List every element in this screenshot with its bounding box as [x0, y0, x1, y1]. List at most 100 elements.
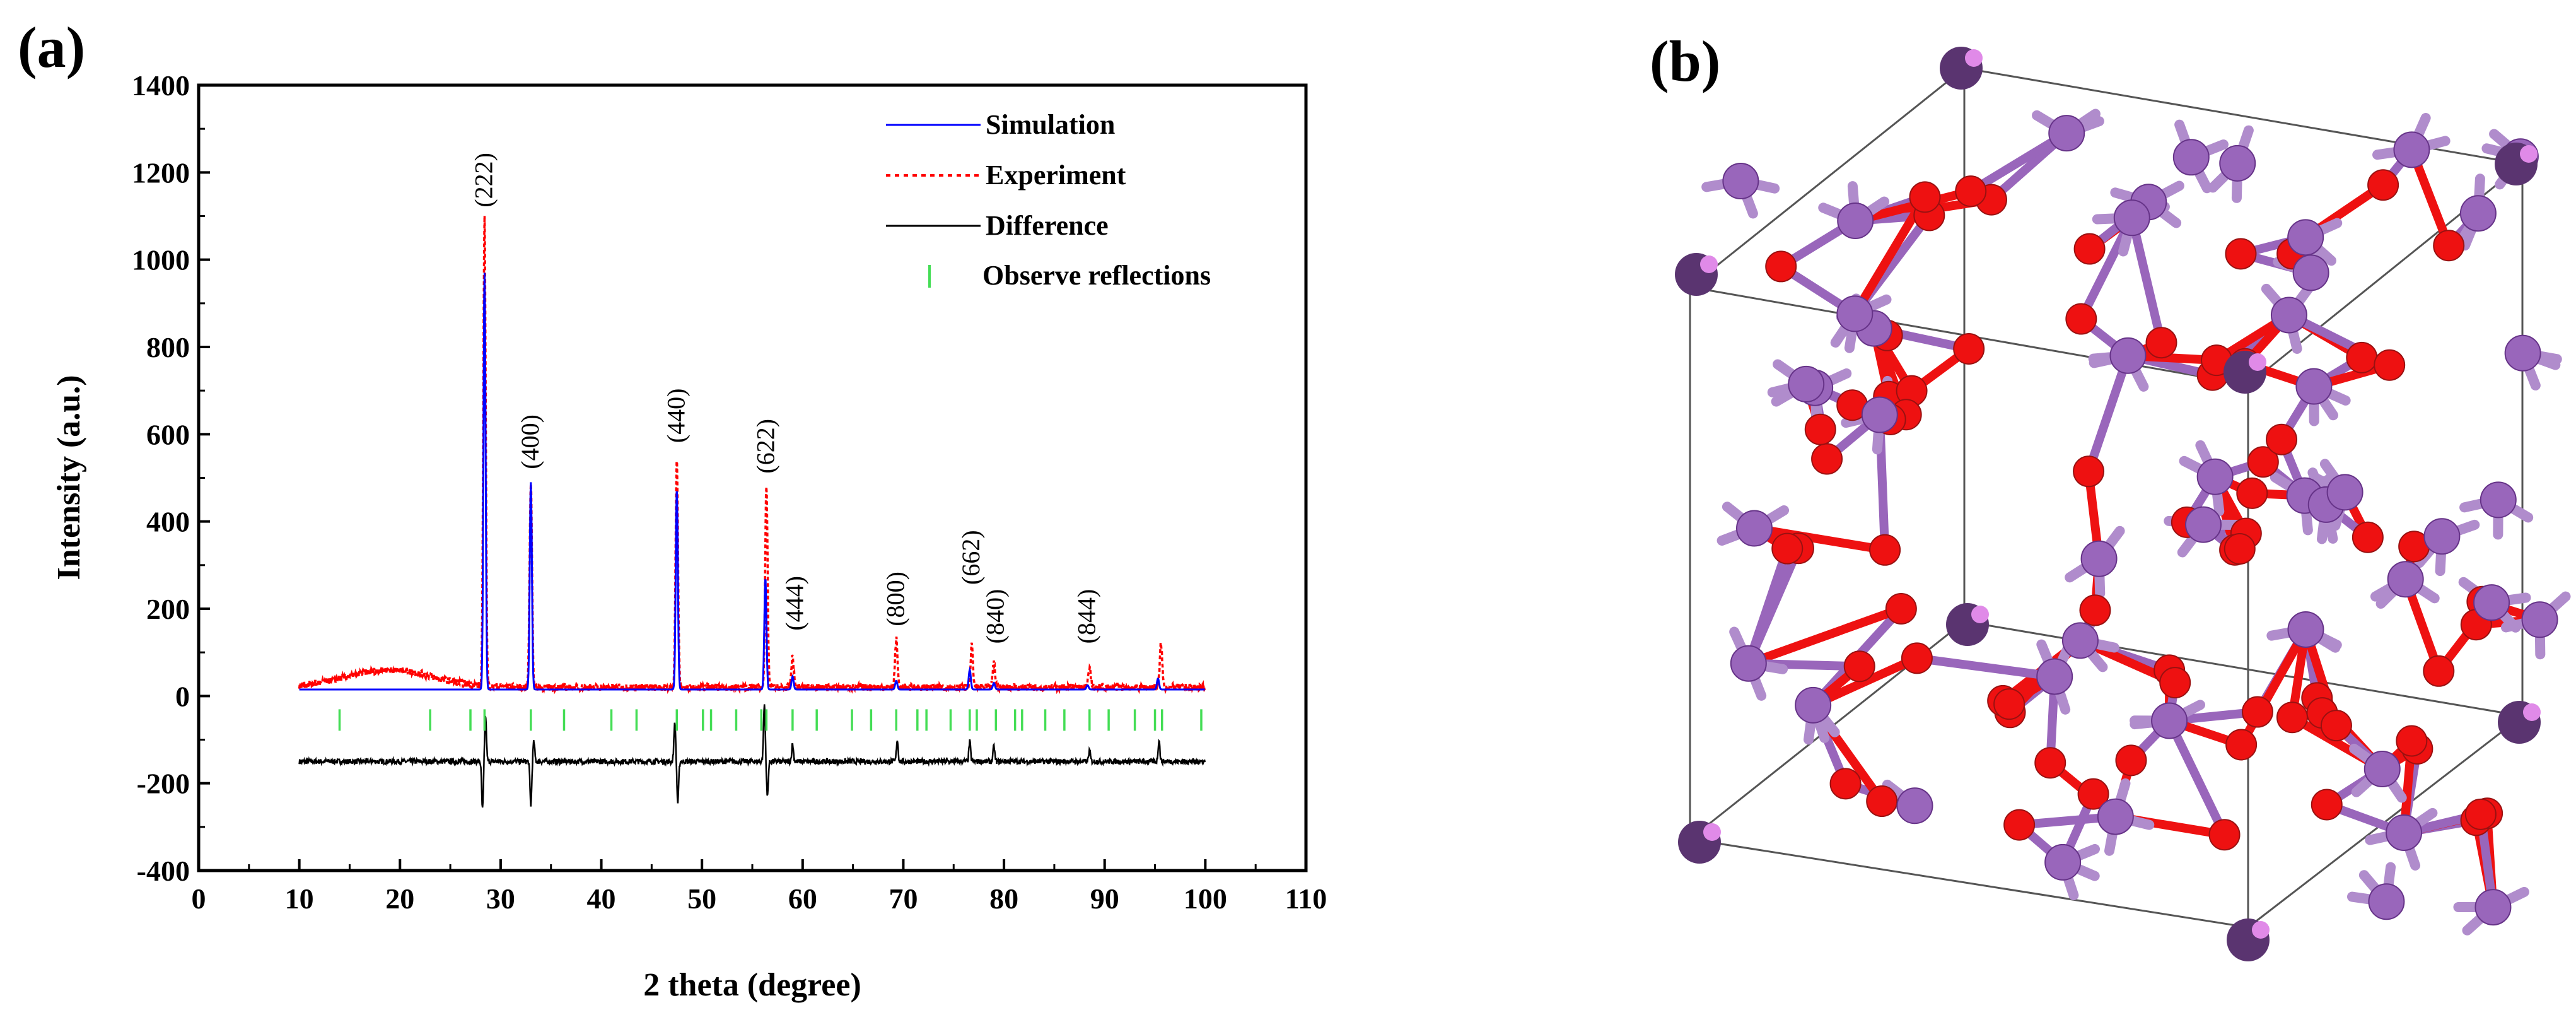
legend-difference-label: Difference	[986, 210, 1109, 241]
bond	[1917, 658, 2054, 676]
oxygen-atom	[2423, 656, 2454, 686]
oxygen-atom	[2374, 350, 2404, 380]
peak-annotation: (440)	[661, 389, 690, 443]
manganese-atom	[2271, 297, 2307, 332]
y-tick-label: 400	[146, 506, 190, 538]
manganese-atom	[2198, 459, 2233, 495]
manganese-atom	[2049, 115, 2084, 151]
manganese-atom	[2505, 336, 2541, 371]
axis-ticks	[199, 85, 1306, 871]
manganese-atom	[1788, 367, 1824, 402]
manganese-atom	[1731, 646, 1766, 681]
peak-annotation: (400)	[516, 414, 544, 469]
x-axis-title: 2 theta (degree)	[643, 967, 861, 1003]
corner-atom-highlight	[1971, 606, 1989, 623]
peak-annotation: (444)	[781, 576, 809, 631]
oxygen-atom	[2116, 745, 2146, 775]
manganese-atom	[2186, 507, 2221, 543]
manganese-atom	[2365, 751, 2400, 787]
manganese-atom	[2328, 474, 2363, 510]
legend-reflections-label: Observe reflections	[982, 260, 1211, 291]
oxygen-atom	[2226, 729, 2256, 760]
plot-area	[300, 216, 1205, 807]
manganese-atom	[2152, 703, 2187, 739]
oxygen-atom	[2368, 170, 2398, 200]
oxygen-atom	[1902, 643, 1932, 673]
simulation-line	[300, 273, 1205, 690]
x-tick-label: 40	[587, 883, 616, 915]
manganese-atom	[1897, 788, 1933, 823]
corner-atom-highlight	[1700, 255, 1718, 273]
oxygen-atom	[2004, 810, 2034, 840]
y-tick-label: 800	[146, 331, 190, 363]
manganese-atom	[2394, 132, 2429, 167]
oxygen-atom	[2035, 748, 2065, 778]
oxygen-atom	[1766, 251, 1796, 281]
oxygen-atom	[2242, 697, 2273, 727]
oxygen-atom	[2353, 522, 2383, 553]
peak-annotation: (222)	[469, 153, 498, 208]
manganese-atom	[2386, 815, 2422, 850]
corner-atom-highlight	[1703, 823, 1721, 841]
manganese-atom	[2082, 541, 2117, 577]
difference-line	[300, 705, 1205, 808]
corner-atom-highlight	[2520, 145, 2538, 163]
oxygen-atom	[2210, 819, 2240, 850]
peak-annotation: (800)	[881, 572, 909, 626]
y-tick-label: 1200	[132, 156, 190, 189]
manganese-atom	[2220, 146, 2255, 181]
oxygen-atom	[2396, 725, 2427, 756]
x-tick-label: 60	[788, 883, 817, 915]
x-tick-label: 90	[1090, 883, 1119, 915]
manganese-atom	[2098, 799, 2133, 835]
oxygen-atom	[2277, 702, 2307, 732]
oxygen-atom	[1831, 768, 1861, 799]
x-tick-label: 30	[486, 883, 515, 915]
manganese-atom	[2063, 623, 2098, 658]
manganese-atom	[1862, 397, 1897, 432]
peak-annotation: (662)	[957, 530, 985, 585]
oxygen-atom	[2466, 799, 2496, 830]
reflection-marks	[339, 709, 1201, 731]
legend: Simulation Experiment Difference Observe…	[886, 109, 1211, 291]
manganese-atom	[1737, 510, 1772, 546]
x-tick-label: 50	[687, 883, 716, 915]
plot-frame	[199, 85, 1306, 871]
legend-experiment-label: Experiment	[986, 160, 1126, 191]
manganese-atom	[2293, 255, 2329, 290]
x-tick-label: 100	[1184, 883, 1227, 915]
oxygen-atom	[1845, 651, 1875, 681]
oxygen-atom	[2312, 789, 2342, 819]
oxygen-atom	[1772, 534, 1802, 564]
y-tick-label: 1000	[132, 244, 190, 276]
series-layer	[300, 216, 1205, 807]
panel-a-label: (a)	[18, 15, 85, 79]
oxygen-atom	[2237, 478, 2267, 508]
x-tick-label: 80	[989, 883, 1018, 915]
corner-atom-highlight	[2249, 353, 2266, 371]
oxygen-atom	[1867, 786, 1897, 816]
manganese-atom	[2114, 200, 2150, 235]
x-tick-label: 0	[192, 883, 206, 915]
manganese-atom	[2388, 561, 2423, 597]
y-tick-label: 1400	[132, 69, 190, 102]
y-tick-label: -400	[137, 855, 190, 887]
oxygen-atom	[2433, 230, 2464, 261]
oxygen-atom	[2225, 238, 2256, 269]
y-axis-title: Intensity (a.u.)	[51, 375, 87, 580]
manganese-atom	[2174, 139, 2209, 175]
oxygen-atom	[2346, 343, 2377, 373]
manganese-atom	[2369, 884, 2404, 919]
y-tick-label: 600	[146, 418, 190, 450]
peak-annotation: (844)	[1073, 589, 1101, 644]
manganese-atom	[2045, 845, 2080, 880]
y-tick-label: 0	[175, 680, 190, 712]
manganese-atom	[2474, 585, 2509, 620]
oxygen-atom	[1805, 414, 1836, 445]
oxygen-atom	[1954, 334, 1984, 364]
manganese-atom	[1837, 296, 1872, 331]
oxygen-atom	[2080, 595, 2110, 625]
oxygen-atom	[2160, 667, 2190, 698]
manganese-atom	[2296, 369, 2331, 404]
